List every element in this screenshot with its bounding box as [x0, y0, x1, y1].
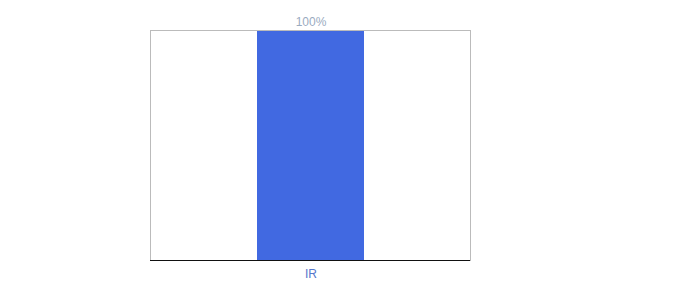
- svg-text:IR: IR: [305, 267, 317, 281]
- svg-text:100%: 100%: [296, 15, 327, 29]
